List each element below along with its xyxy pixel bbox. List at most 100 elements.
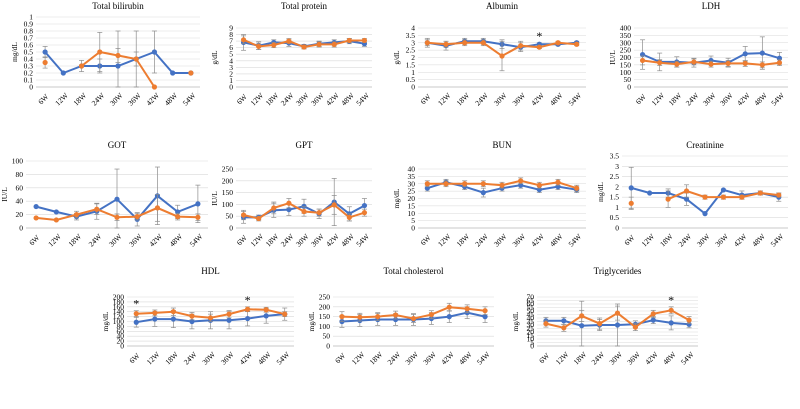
y-tick-label: 5 (530, 338, 534, 347)
y-tick-label: 150 (620, 60, 632, 69)
data-point (446, 314, 452, 320)
series-orange (424, 177, 580, 192)
data-point (776, 60, 783, 66)
x-tick-label: 6W (634, 92, 649, 107)
data-point (424, 40, 430, 46)
data-point (240, 37, 247, 43)
y-tick-label: 30 (408, 179, 416, 188)
y-tick-label: 2.5 (610, 172, 620, 181)
y-tick-label: 0 (411, 224, 415, 233)
x-tick-label: 30W (108, 90, 125, 107)
y-tick-label: 350 (620, 31, 632, 40)
y-tick-label: 6 (229, 43, 233, 52)
x-tick-label: 42W (144, 90, 161, 107)
data-point (189, 313, 195, 319)
x-tick-label: 12W (436, 90, 453, 107)
y-tick-label: 0 (530, 342, 534, 351)
data-point (757, 190, 763, 196)
y-tick-label: 25 (527, 324, 535, 333)
x-tick-label: 54W (567, 231, 584, 248)
x-tick-label: 6W (27, 233, 42, 248)
data-point (256, 215, 262, 222)
data-point (42, 59, 48, 66)
data-point (286, 206, 292, 213)
x-tick-label: 30W (492, 231, 509, 248)
data-point (543, 321, 549, 327)
x-tick-label: 24W (279, 231, 296, 248)
y-tick-label: 0 (615, 224, 619, 233)
x-tick-label: 24W (87, 231, 104, 248)
x-tick-label: 24W (473, 90, 490, 107)
x-tick-label: 54W (769, 231, 786, 248)
data-point (133, 319, 139, 325)
data-point (152, 316, 158, 322)
y-tick-label: 200 (620, 53, 632, 62)
data-point (518, 43, 524, 49)
data-point (134, 214, 140, 220)
x-tick-label: 48W (750, 231, 767, 248)
x-tick-label: 12W (554, 349, 571, 366)
x-tick-label: 12W (46, 231, 63, 248)
y-tick-label: 80 (16, 170, 24, 179)
y-tick-label: 50 (624, 75, 632, 84)
y-tick-label: 180 (113, 297, 125, 306)
data-point (683, 188, 690, 194)
data-point (464, 306, 470, 312)
data-point (226, 317, 232, 323)
y-tick-label: 3 (615, 162, 619, 171)
data-point (240, 212, 247, 218)
y-tick-label: 10 (527, 335, 535, 344)
data-point (245, 306, 251, 312)
data-point (97, 49, 103, 55)
x-tick-label: 12W (436, 231, 453, 248)
y-tick-label: 200 (113, 293, 125, 302)
x-tick-label: 18W (368, 349, 385, 366)
x-tick-label: 36W (511, 90, 528, 107)
x-tick-label: 48W (339, 90, 356, 107)
x-tick-label: 18W (455, 231, 472, 248)
y-tick-label: 65 (527, 296, 535, 305)
data-point (614, 322, 621, 328)
x-tick-label: 6W (235, 233, 250, 248)
x-tick-label: 48W (548, 231, 565, 248)
x-tick-label: 12W (53, 90, 70, 107)
data-point (271, 42, 277, 48)
y-tick-label: 200 (319, 302, 331, 311)
y-tick-label: 20 (408, 194, 416, 203)
x-tick-label: 12W (350, 349, 367, 366)
x-tick-label: 6W (127, 351, 142, 366)
data-point (742, 51, 748, 57)
chart-title: Total cholesterol (383, 266, 444, 276)
chart-triglycerides: Triglycerides 051015202530354045505560657… (511, 266, 698, 367)
y-tick-label: 100 (620, 68, 632, 77)
data-point (286, 38, 292, 44)
y-tick-label: 4 (229, 56, 233, 65)
x-tick-label: 18W (572, 349, 589, 366)
x-tick-label: 48W (168, 231, 185, 248)
x-tick-label: 12W (650, 90, 667, 107)
data-point (207, 315, 214, 321)
x-tick-label: 24W (590, 349, 607, 366)
data-point (316, 210, 322, 216)
x-tick-label: 36W (421, 349, 438, 366)
series-line (630, 186, 780, 216)
series-orange (424, 39, 580, 72)
y-tick-label: 1 (411, 68, 415, 77)
x-tick-label: 6W (537, 351, 552, 366)
significance-star: * (536, 29, 542, 43)
y-tick-label: 250 (319, 293, 331, 302)
data-point (739, 194, 745, 200)
y-tick-label: 60 (16, 183, 24, 192)
data-point (53, 217, 59, 223)
data-point (410, 315, 417, 322)
x-tick-label: 36W (718, 90, 735, 107)
x-tick-label: 36W (309, 90, 326, 107)
y-axis-label: g/dL (392, 50, 401, 65)
x-tick-label: 30W (607, 349, 624, 366)
data-point (33, 203, 39, 210)
chart-title: LDH (702, 1, 721, 11)
data-point (536, 44, 542, 50)
y-tick-label: 100 (222, 200, 234, 209)
x-tick-label: 24W (473, 231, 490, 248)
x-tick-label: 12W (145, 349, 162, 366)
